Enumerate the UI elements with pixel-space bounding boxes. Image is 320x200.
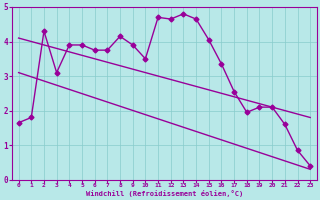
X-axis label: Windchill (Refroidissement éolien,°C): Windchill (Refroidissement éolien,°C) bbox=[86, 190, 243, 197]
